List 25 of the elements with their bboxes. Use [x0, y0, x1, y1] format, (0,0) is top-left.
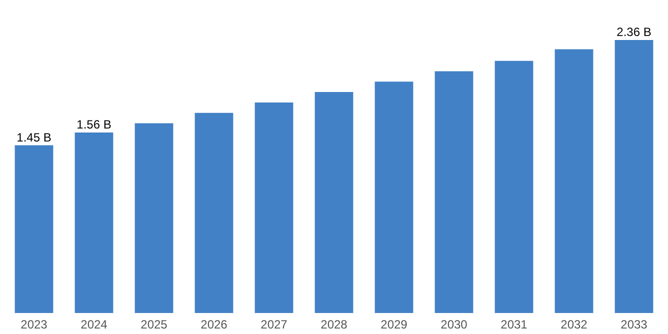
x-tick-label: 2023	[20, 318, 48, 332]
x-tick-label: 2025	[140, 318, 168, 332]
bar	[614, 40, 654, 313]
x-tick-label: 2027	[260, 318, 288, 332]
bar	[314, 92, 354, 313]
x-tick-label: 2024	[80, 318, 108, 332]
data-label: 1.56 B	[76, 118, 112, 132]
x-tick-label: 2028	[320, 318, 348, 332]
bar	[434, 71, 474, 313]
x-tick-label: 2029	[380, 318, 408, 332]
x-tick-label: 2033	[620, 318, 648, 332]
data-label: 1.45 B	[16, 130, 52, 144]
data-label: 2.36 B	[616, 25, 652, 39]
x-tick-label: 2030	[440, 318, 468, 332]
bar	[134, 123, 174, 313]
x-tick-label: 2032	[560, 318, 588, 332]
x-tick-label: 2031	[500, 318, 528, 332]
bar	[554, 49, 594, 313]
bar	[14, 145, 54, 313]
bar	[374, 82, 414, 313]
x-tick-label: 2026	[200, 318, 228, 332]
bar	[194, 112, 234, 313]
bar	[254, 102, 294, 313]
bar	[494, 60, 534, 313]
bar	[74, 132, 114, 313]
